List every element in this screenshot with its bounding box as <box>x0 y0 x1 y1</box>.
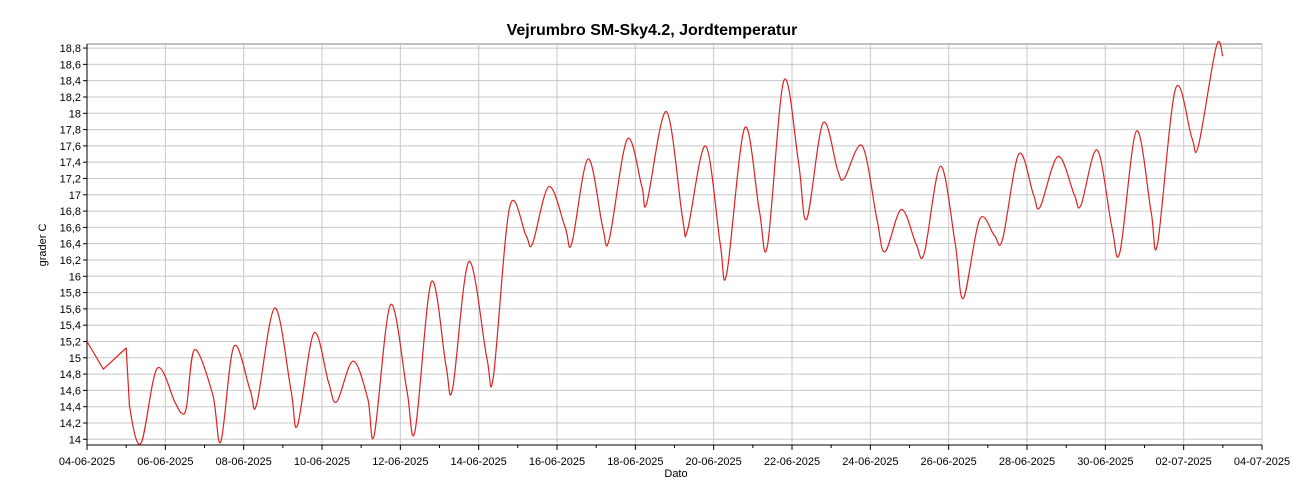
y-tick-label: 16,6 <box>60 222 81 234</box>
y-tick-label: 17,4 <box>60 157 81 169</box>
y-tick-label: 17,2 <box>60 173 81 185</box>
y-tick-label: 16,2 <box>60 255 81 267</box>
x-tick-label: 06-06-2025 <box>137 456 193 468</box>
y-tick-label: 16,8 <box>60 206 81 218</box>
y-tick-label: 15,6 <box>60 304 81 316</box>
y-tick-label: 14,4 <box>60 402 81 414</box>
y-tick-label: 17 <box>69 190 81 202</box>
y-axis-label: grader C <box>37 224 49 267</box>
x-tick-label: 16-06-2025 <box>529 456 585 468</box>
series-line <box>86 40 1224 445</box>
y-tick-label: 14,2 <box>60 418 81 430</box>
x-tick-label: 28-06-2025 <box>999 456 1055 468</box>
x-axis-label: Dato <box>664 468 687 480</box>
chart-title: Vejrumbro SM-Sky4.2, Jordtemperatur <box>507 22 798 39</box>
x-tick-label: 18-06-2025 <box>607 456 663 468</box>
y-tick-label: 15,8 <box>60 288 81 300</box>
y-tick-label: 16,4 <box>60 239 81 251</box>
y-tick-label: 14 <box>69 434 81 446</box>
x-tick-label: 04-07-2025 <box>1234 456 1290 468</box>
grid-lines <box>86 44 1263 445</box>
y-tick-label: 18,2 <box>60 92 81 104</box>
x-tick-label: 14-06-2025 <box>451 456 507 468</box>
x-tick-label: 24-06-2025 <box>842 456 898 468</box>
y-tick-label: 18,4 <box>60 76 81 88</box>
x-axis-ticks: 04-06-2025 06-06-2025 08-06-2025 10-06-2025… <box>59 445 1290 468</box>
y-tick-label: 18,6 <box>60 59 81 71</box>
x-tick-label: 30-06-2025 <box>1077 456 1133 468</box>
series-group <box>86 40 1224 445</box>
x-tick-label: 12-06-2025 <box>372 456 428 468</box>
y-tick-label: 14,6 <box>60 385 81 397</box>
x-tick-label: 20-06-2025 <box>686 456 742 468</box>
plot-area <box>86 43 1263 446</box>
y-tick-label: 18,8 <box>60 43 81 55</box>
x-tick-label: 10-06-2025 <box>294 456 350 468</box>
x-tick-label: 04-06-2025 <box>59 456 115 468</box>
y-tick-label: 17,6 <box>60 141 81 153</box>
x-tick-label: 26-06-2025 <box>921 456 977 468</box>
y-tick-label: 15,4 <box>60 320 81 332</box>
y-tick-label: 17,8 <box>60 125 81 137</box>
y-axis-ticks: 14 14,2 14,4 14,6 14,8 15 15,2 15,4 15,6 15,8 16 16… <box>60 43 87 446</box>
y-tick-label: 14,8 <box>60 369 81 381</box>
x-tick-label: 22-06-2025 <box>764 456 820 468</box>
y-tick-label: 16 <box>69 271 81 283</box>
y-tick-label: 15 <box>69 353 81 365</box>
x-tick-label: 02-07-2025 <box>1156 456 1212 468</box>
y-tick-label: 18 <box>69 108 81 120</box>
x-tick-label: 08-06-2025 <box>216 456 272 468</box>
y-tick-label: 15,2 <box>60 336 81 348</box>
